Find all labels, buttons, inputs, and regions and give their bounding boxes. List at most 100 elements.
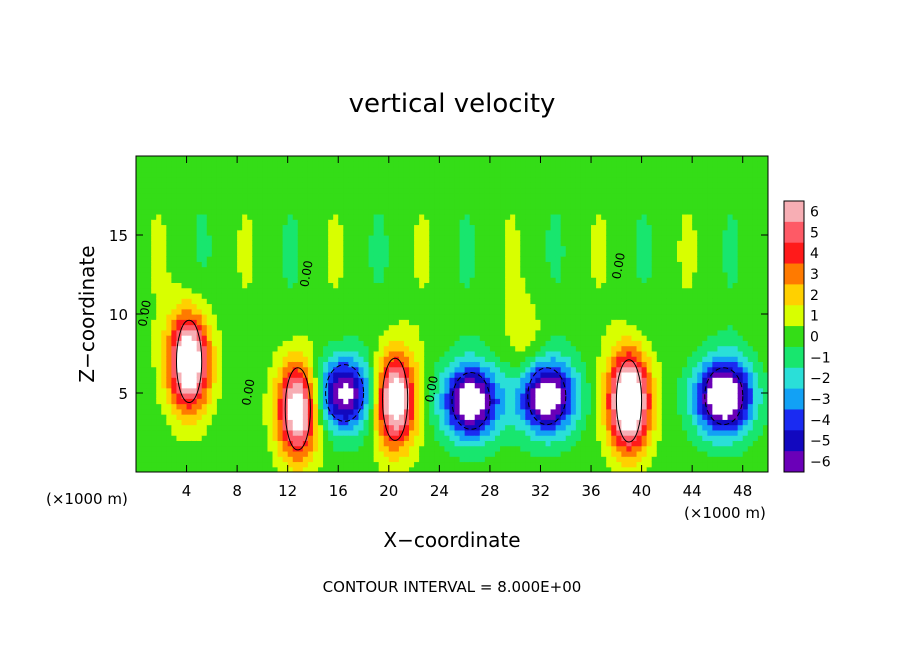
heat-cell xyxy=(307,187,314,194)
heat-cell xyxy=(459,182,466,189)
heat-cell xyxy=(469,329,476,336)
heat-cell xyxy=(247,461,253,468)
heat-cell xyxy=(459,382,466,389)
heat-cell xyxy=(196,366,203,373)
heat-cell xyxy=(500,345,506,352)
heat-cell xyxy=(353,156,360,162)
heat-cell xyxy=(348,419,355,426)
heat-cell xyxy=(201,408,208,415)
heat-cell xyxy=(530,261,537,268)
heat-cell xyxy=(201,282,208,289)
heat-cell xyxy=(358,177,365,183)
heat-cell xyxy=(348,261,355,268)
heat-cell xyxy=(484,461,491,468)
heat-cell xyxy=(292,414,299,420)
heat-cell xyxy=(353,324,360,331)
heat-cell xyxy=(318,250,324,257)
heat-cell xyxy=(449,287,456,294)
heat-cell xyxy=(307,271,314,278)
heat-cell xyxy=(333,256,339,262)
heat-cell xyxy=(500,403,506,410)
heat-cell xyxy=(328,292,334,299)
heat-cell xyxy=(500,419,506,426)
heat-cell xyxy=(161,161,167,168)
heat-cell xyxy=(151,287,157,294)
heat-cell xyxy=(156,408,162,415)
heat-cell xyxy=(479,419,486,426)
heat-cell xyxy=(277,335,284,341)
heat-cell xyxy=(540,340,547,347)
heat-cell xyxy=(348,213,355,220)
heat-cell xyxy=(454,208,461,215)
heat-cell xyxy=(216,371,223,378)
heat-cell xyxy=(439,435,446,441)
heat-cell xyxy=(464,456,471,463)
heat-cell xyxy=(262,282,269,289)
heat-cell xyxy=(323,182,329,189)
heat-cell xyxy=(136,198,142,204)
heat-cell xyxy=(424,377,430,384)
heat-cell xyxy=(338,245,344,252)
heat-cell xyxy=(434,213,440,220)
heat-cell xyxy=(373,250,380,257)
heat-cell xyxy=(206,387,213,394)
heat-cell xyxy=(515,192,521,199)
heat-cell xyxy=(358,456,365,463)
heat-cell xyxy=(292,287,299,294)
heat-cell xyxy=(540,277,547,283)
heat-cell xyxy=(221,177,228,183)
heat-cell xyxy=(242,371,248,378)
heat-cell xyxy=(474,329,481,336)
heat-cell xyxy=(267,245,274,252)
heat-cell xyxy=(398,171,405,178)
heat-cell xyxy=(272,224,279,231)
heat-cell xyxy=(206,245,213,252)
heat-cell xyxy=(267,440,274,447)
heat-cell xyxy=(439,224,446,231)
heat-cell xyxy=(292,266,299,273)
heat-cell xyxy=(307,445,314,452)
heat-cell xyxy=(247,250,253,257)
heat-cell xyxy=(419,403,425,410)
heat-cell xyxy=(368,308,375,315)
heat-cell xyxy=(211,424,218,431)
heat-cell xyxy=(489,387,496,394)
heat-cell xyxy=(469,182,476,189)
heat-cell xyxy=(439,235,446,241)
heat-cell xyxy=(373,350,380,357)
heat-cell xyxy=(505,203,511,210)
heat-cell xyxy=(297,156,304,162)
heat-cell xyxy=(211,429,218,436)
heat-cell xyxy=(505,340,511,347)
heat-cell xyxy=(373,308,380,315)
heat-cell xyxy=(454,235,461,241)
heat-cell xyxy=(540,414,547,420)
heat-cell xyxy=(312,187,319,194)
heat-cell xyxy=(348,256,355,262)
heat-cell xyxy=(474,450,481,457)
heat-cell xyxy=(555,466,562,472)
heat-cell xyxy=(186,440,193,447)
heat-cell xyxy=(262,308,269,315)
heat-cell xyxy=(393,292,400,299)
heat-cell xyxy=(312,356,319,362)
heat-cell xyxy=(227,298,233,305)
heat-cell xyxy=(297,408,304,415)
heat-cell xyxy=(484,340,491,347)
heat-cell xyxy=(535,229,542,236)
heat-cell xyxy=(459,240,466,247)
heat-cell xyxy=(419,287,425,294)
heat-cell xyxy=(328,182,334,189)
heat-cell xyxy=(439,198,446,204)
heat-cell xyxy=(227,166,233,173)
heat-cell xyxy=(555,435,562,441)
heat-cell xyxy=(414,408,420,415)
heat-cell xyxy=(525,245,531,252)
heat-cell xyxy=(292,229,299,236)
heat-cell xyxy=(216,308,223,315)
heat-cell xyxy=(171,224,178,231)
heat-cell xyxy=(161,335,167,341)
heat-cell xyxy=(171,440,178,447)
heat-cell xyxy=(358,187,365,194)
heat-cell xyxy=(378,229,385,236)
